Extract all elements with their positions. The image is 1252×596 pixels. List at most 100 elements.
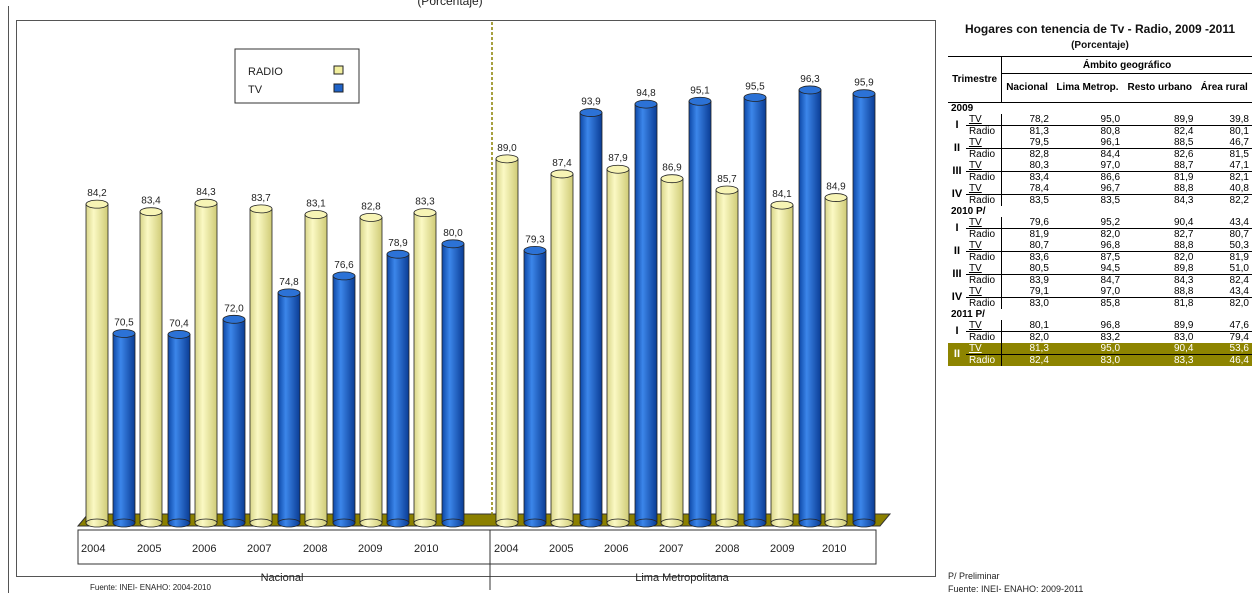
radio-bar-body: [359, 216, 383, 524]
radio-bar-base: [249, 518, 273, 528]
radio-value: 81,8: [1123, 297, 1197, 309]
radio-bar: [359, 212, 383, 528]
legend-swatch-radio: [333, 65, 344, 75]
radio-value: 84,7: [1051, 274, 1124, 286]
tv-bar-cap: [634, 99, 658, 109]
group-label: Lima Metropolitana: [635, 572, 729, 584]
table-row: Radio 83,4 86,6 81,9 82,1: [948, 171, 1252, 183]
radio-bar: [413, 208, 437, 528]
radio-value: 82,0: [1001, 331, 1052, 343]
radio-bar: [660, 174, 684, 528]
radio-bar-cap: [249, 204, 273, 214]
tv-bar: [112, 329, 136, 528]
tv-value: 88,5: [1173, 137, 1194, 148]
x-tick-label: 2009: [358, 543, 382, 555]
tv-bar-cap: [523, 246, 547, 255]
tv-bar-cap: [332, 271, 356, 281]
table-row: I TV 79,6 95,2 90,4 43,4: [948, 217, 1252, 234]
radio-bar-cap: [194, 198, 218, 208]
tv-value: 89,9: [1173, 320, 1194, 331]
radio-value: 83,2: [1051, 331, 1124, 343]
radio-bar-body: [304, 214, 328, 524]
tv-value: 97,0: [1100, 160, 1121, 171]
tv-bar: [798, 85, 822, 528]
tv-value: 47,1: [1229, 160, 1249, 171]
tv-bar-base: [332, 518, 356, 528]
radio-value: 83,6: [1001, 251, 1052, 263]
tv-bar-base: [386, 518, 410, 528]
radio-value-label: 87,4: [552, 158, 572, 169]
legend-box: [234, 48, 360, 104]
tv-bar: [688, 96, 712, 528]
tv-value: 94,5: [1100, 263, 1121, 274]
quarter-label: IV: [951, 188, 963, 200]
tv-value: 78,4: [1001, 183, 1052, 195]
radio-value-label: 83,7: [251, 193, 271, 204]
radio-bar-cap: [606, 164, 630, 174]
radio-bar: [139, 207, 163, 528]
radio-bar-body: [139, 211, 163, 524]
radio-bar-base: [359, 518, 383, 528]
tv-bar-base: [579, 518, 603, 528]
x-tick-label: 2009: [770, 543, 794, 555]
quarter-label: I: [955, 222, 959, 234]
table-row: III TV 80,3 97,0 88,7 47,1: [948, 160, 1252, 177]
radio-bar-base: [715, 518, 739, 528]
tv-bar-body: [743, 97, 767, 524]
table-row: III TV 80,5 94,5 89,8 51,0: [948, 263, 1252, 280]
tv-bar: [277, 288, 301, 528]
radio-value: 83,0: [1051, 354, 1124, 366]
radio-value-label: 84,2: [87, 188, 107, 199]
x-tick-label: 2005: [549, 543, 573, 555]
table-row: 2009: [948, 103, 1252, 115]
tv-value-label: 79,3: [525, 234, 545, 245]
tv-value-label: 95,1: [690, 85, 710, 96]
radio-bar-cap: [359, 212, 383, 222]
radio-value: 83,3: [1123, 354, 1197, 366]
radio-bar-body: [660, 178, 684, 524]
tv-bar-cap: [743, 93, 767, 102]
tv-value-label: 80,0: [443, 228, 463, 239]
tv-value: 96,8: [1100, 320, 1121, 331]
table-row: Radio 81,3 80,8 82,4 80,1: [948, 125, 1252, 137]
tv-bar: [332, 271, 356, 528]
table-row: II TV 80,7 96,8 88,8 50,3: [948, 240, 1252, 257]
tv-value: 88,7: [1173, 160, 1194, 171]
header-column: Área rural: [1196, 73, 1252, 103]
radio-bar-base: [606, 518, 630, 528]
row-type-tv: TV: [968, 320, 982, 331]
radio-value-label: 83,4: [141, 196, 161, 207]
radio-bar: [770, 200, 794, 528]
radio-bar: [85, 199, 109, 528]
tv-value: 95,0: [1100, 114, 1121, 125]
tv-value-label: 95,9: [854, 78, 874, 89]
radio-value: 82,4: [1123, 125, 1197, 137]
quarter-label: III: [952, 268, 962, 280]
tv-bar-base: [441, 518, 465, 528]
tv-bar-body: [798, 89, 822, 524]
x-tick-label: 2004: [494, 543, 518, 555]
bar-chart: 84,2 70,5 2004 83,4 70,4 2005 84,3 72,0 2006 83,7…: [76, 22, 892, 592]
radio-value: 84,4: [1051, 148, 1124, 160]
row-type-radio: Radio: [965, 148, 1002, 160]
radio-bar-base: [413, 518, 437, 528]
row-type-tv: TV: [968, 240, 982, 251]
radio-value-label: 83,1: [306, 199, 326, 210]
radio-value: 81,5: [1196, 148, 1252, 160]
radio-value: 82,0: [1051, 228, 1124, 240]
tv-value: 88,8: [1173, 286, 1194, 297]
radio-bar-body: [770, 204, 794, 524]
radio-value-label: 83,3: [415, 197, 435, 208]
table-row: Radio 83,6 87,5 82,0 81,9: [948, 251, 1252, 263]
tv-value: 80,3: [1001, 160, 1052, 172]
table-notes: P/ Preliminar Fuente: INEI- ENAHO: 2009-…: [948, 570, 1083, 596]
table-row: Radio 83,9 84,7 84,3 82,4: [948, 274, 1252, 286]
radio-value: 82,4: [1001, 354, 1052, 366]
radio-value: 81,9: [1001, 228, 1052, 240]
tv-bar-cap: [798, 85, 822, 95]
row-type-tv: TV: [968, 263, 982, 274]
radio-bar: [495, 154, 519, 528]
header-column: Nacional: [1001, 73, 1052, 103]
radio-value: 81,9: [1196, 251, 1252, 263]
tv-value: 97,0: [1100, 286, 1121, 297]
